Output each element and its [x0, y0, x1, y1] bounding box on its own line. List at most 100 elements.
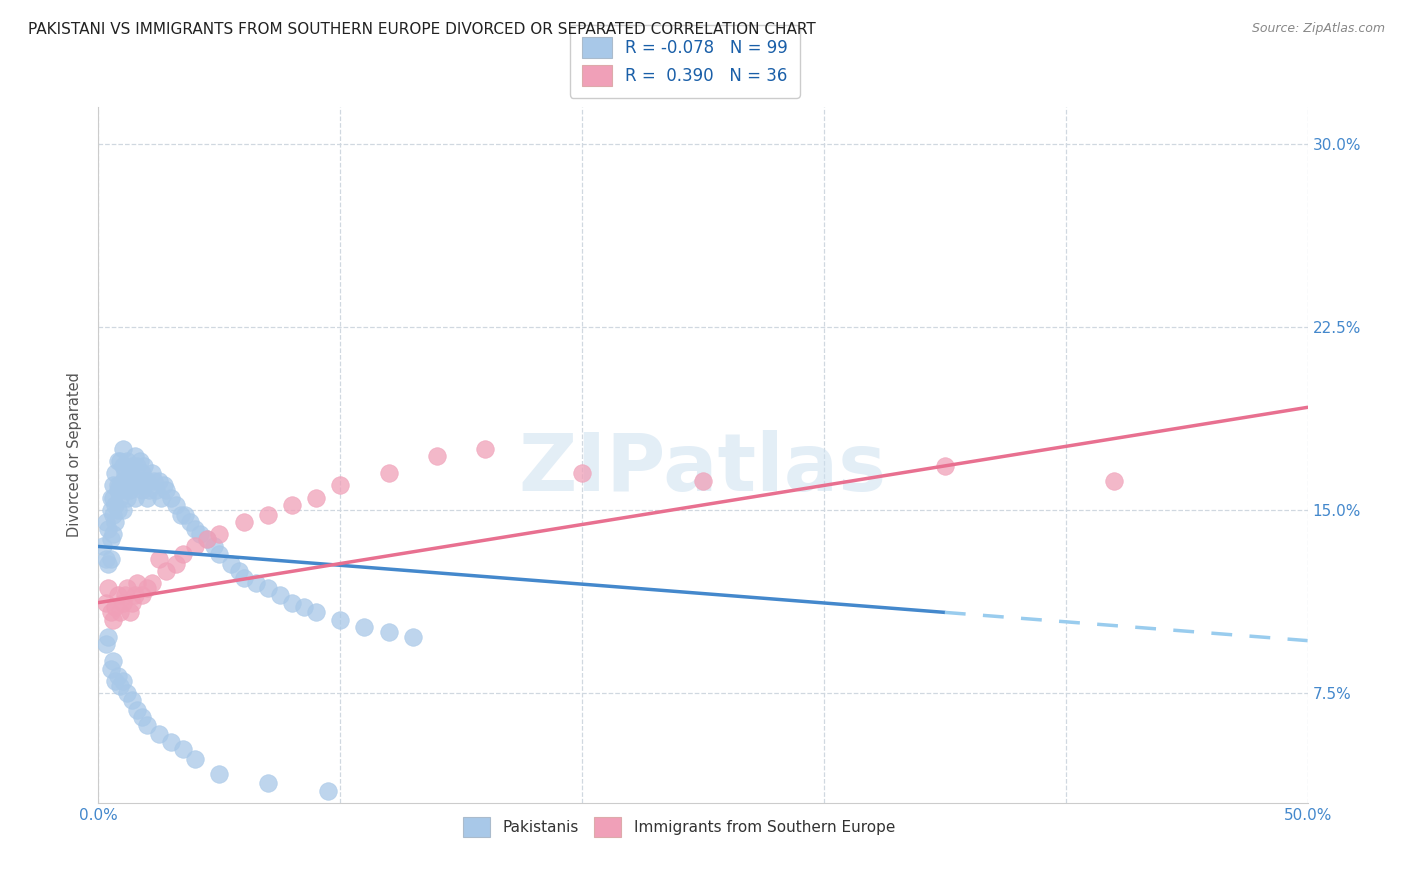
Point — [165, 498, 187, 512]
Point — [97, 581, 120, 595]
Point — [131, 483, 153, 498]
Point — [571, 467, 593, 481]
Point — [127, 576, 149, 591]
Point — [329, 613, 352, 627]
Point — [184, 752, 207, 766]
Point — [329, 478, 352, 492]
Point — [195, 532, 218, 546]
Point — [104, 467, 127, 481]
Point — [101, 491, 124, 505]
Point — [141, 576, 163, 591]
Point — [107, 483, 129, 498]
Point — [100, 491, 122, 505]
Point — [114, 588, 136, 602]
Point — [1102, 474, 1125, 488]
Point — [148, 551, 170, 566]
Point — [256, 776, 278, 790]
Point — [269, 588, 291, 602]
Legend: Pakistanis, Immigrants from Southern Europe: Pakistanis, Immigrants from Southern Eur… — [451, 806, 905, 847]
Point — [121, 478, 143, 492]
Point — [114, 483, 136, 498]
Point — [305, 491, 328, 505]
Point — [208, 547, 231, 561]
Point — [117, 491, 139, 505]
Point — [155, 564, 177, 578]
Point — [474, 442, 496, 456]
Point — [228, 564, 250, 578]
Point — [124, 474, 146, 488]
Point — [160, 491, 183, 505]
Point — [127, 458, 149, 473]
Point — [128, 474, 150, 488]
Point — [165, 557, 187, 571]
Point — [134, 478, 156, 492]
Point — [188, 527, 211, 541]
Point — [131, 588, 153, 602]
Point — [353, 620, 375, 634]
Point — [100, 532, 122, 546]
Point — [135, 474, 157, 488]
Point — [94, 596, 117, 610]
Point — [101, 654, 124, 668]
Point — [97, 522, 120, 536]
Text: PAKISTANI VS IMMIGRANTS FROM SOUTHERN EUROPE DIVORCED OR SEPARATED CORRELATION C: PAKISTANI VS IMMIGRANTS FROM SOUTHERN EU… — [28, 22, 815, 37]
Point — [101, 478, 124, 492]
Point — [160, 735, 183, 749]
Point — [172, 742, 194, 756]
Point — [150, 491, 173, 505]
Point — [117, 581, 139, 595]
Point — [97, 630, 120, 644]
Point — [111, 596, 134, 610]
Point — [135, 581, 157, 595]
Point — [208, 766, 231, 780]
Point — [256, 508, 278, 522]
Point — [117, 686, 139, 700]
Point — [104, 600, 127, 615]
Point — [174, 508, 197, 522]
Point — [145, 483, 167, 498]
Point — [179, 515, 201, 529]
Point — [127, 478, 149, 492]
Point — [108, 606, 131, 620]
Point — [143, 474, 166, 488]
Point — [108, 478, 131, 492]
Point — [134, 458, 156, 473]
Point — [101, 508, 124, 522]
Point — [104, 515, 127, 529]
Point — [141, 467, 163, 481]
Point — [124, 449, 146, 463]
Point — [172, 547, 194, 561]
Point — [100, 503, 122, 517]
Point — [316, 783, 339, 797]
Point — [128, 454, 150, 468]
Point — [195, 532, 218, 546]
Point — [104, 498, 127, 512]
Point — [692, 474, 714, 488]
Point — [111, 474, 134, 488]
Point — [148, 474, 170, 488]
Point — [124, 588, 146, 602]
Point — [138, 483, 160, 498]
Point — [108, 454, 131, 468]
Point — [281, 596, 304, 610]
Point — [104, 673, 127, 688]
Point — [118, 467, 141, 481]
Point — [204, 540, 226, 554]
Point — [107, 478, 129, 492]
Point — [377, 467, 399, 481]
Point — [118, 606, 141, 620]
Point — [111, 458, 134, 473]
Point — [245, 576, 267, 591]
Point — [221, 557, 243, 571]
Point — [111, 442, 134, 456]
Point — [108, 679, 131, 693]
Point — [107, 588, 129, 602]
Point — [184, 522, 207, 536]
Point — [100, 661, 122, 675]
Point — [292, 600, 315, 615]
Point — [94, 551, 117, 566]
Point — [131, 710, 153, 724]
Point — [155, 483, 177, 498]
Point — [91, 540, 114, 554]
Point — [184, 540, 207, 554]
